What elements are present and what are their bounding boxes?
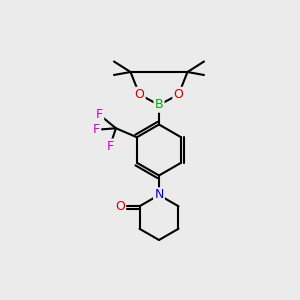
Text: N: N xyxy=(154,188,164,202)
Text: F: F xyxy=(93,123,100,136)
Text: F: F xyxy=(106,140,113,153)
Text: O: O xyxy=(174,88,183,101)
Text: O: O xyxy=(115,200,125,213)
Text: F: F xyxy=(96,108,103,121)
Text: O: O xyxy=(135,88,144,101)
Text: B: B xyxy=(155,98,163,112)
